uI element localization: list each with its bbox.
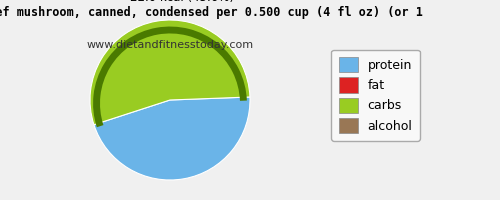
Text: 22.0 kcal (45.6%): 22.0 kcal (45.6%)	[130, 0, 234, 4]
Wedge shape	[90, 20, 250, 125]
Wedge shape	[94, 97, 250, 180]
Legend: protein, fat, carbs, alcohol: protein, fat, carbs, alcohol	[331, 49, 420, 140]
Text: www.dietandfitnesstoday.com: www.dietandfitnesstoday.com	[86, 40, 254, 50]
Text: - Soup, beef mushroom, canned, condensed per 0.500 cup (4 fl oz) (or 1: - Soup, beef mushroom, canned, condensed…	[0, 6, 423, 19]
Wedge shape	[93, 27, 247, 127]
